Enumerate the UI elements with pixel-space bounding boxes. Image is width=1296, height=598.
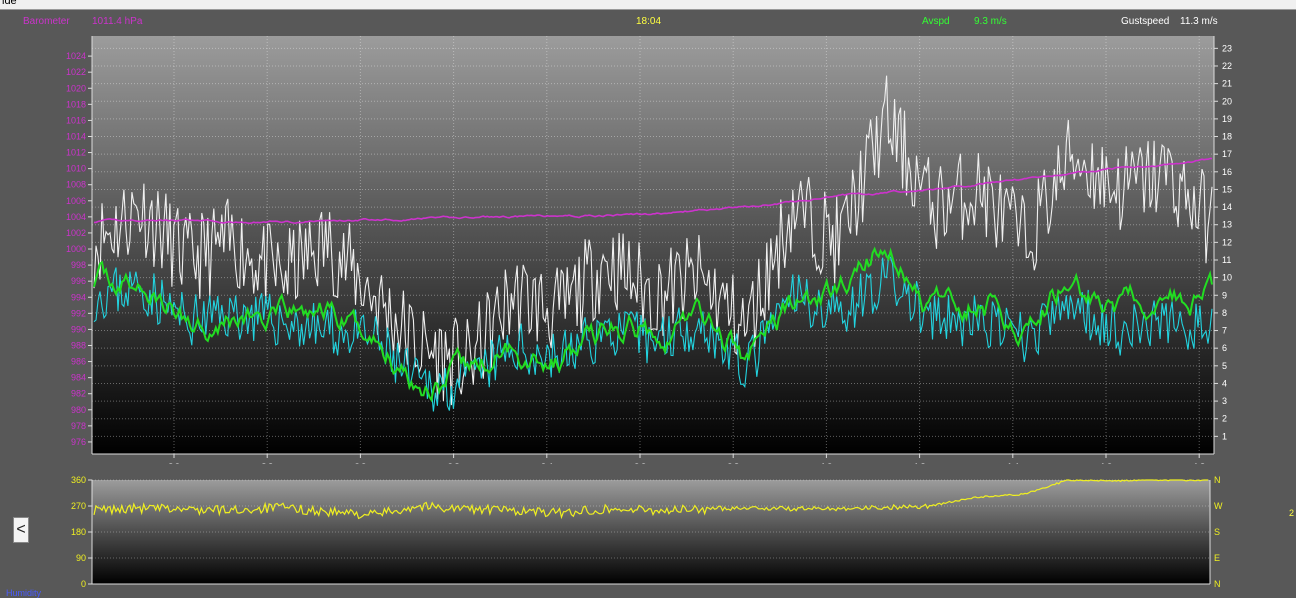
left-tick-label: 994 — [71, 292, 86, 302]
left-tick-label: 982 — [71, 389, 86, 399]
right-tick-label: 16 — [1222, 167, 1232, 177]
right-tick-label: 8 — [1222, 308, 1227, 318]
left-tick-label: 976 — [71, 437, 86, 447]
time-readout: 18:04 — [636, 16, 662, 27]
right-tick-label: 3 — [1222, 396, 1227, 406]
direction-plot-area — [92, 480, 1210, 584]
right-tick-label: 19 — [1222, 114, 1232, 124]
barometer-value: 1011.4 hPa — [92, 16, 143, 27]
wind-lull-series-line — [93, 254, 1213, 412]
left-tick-label: 1006 — [66, 196, 86, 206]
left-tick-label: 1014 — [66, 131, 86, 141]
x-tick-label: 12 — [913, 461, 927, 464]
right-tick-label: 15 — [1222, 184, 1232, 194]
right-tick-label: 6 — [1222, 343, 1227, 353]
right-tick-label: 23 — [1222, 43, 1232, 53]
left-tick-label: 978 — [71, 421, 86, 431]
compass-label: S — [1214, 527, 1220, 537]
right-tick-label: 10 — [1222, 273, 1232, 283]
right-tick-label: 2 — [1222, 414, 1227, 424]
right-edge-label: 2 — [1289, 508, 1295, 518]
left-tick-label: 992 — [71, 308, 86, 318]
gustspeed-value: 11.3 m/s — [1180, 16, 1218, 27]
left-tick-label: 1022 — [66, 67, 86, 77]
right-tick-label: 9 — [1222, 290, 1227, 300]
right-tick-label: 7 — [1222, 326, 1227, 336]
left-tick-label: 1024 — [66, 51, 86, 61]
direction-tick-label: 360 — [71, 475, 86, 485]
direction-series-line — [93, 479, 1208, 520]
compass-label: N — [1214, 475, 1221, 485]
x-tick-label: 22 — [261, 461, 275, 464]
x-tick-label: 08 — [727, 461, 741, 464]
left-tick-label: 1012 — [66, 148, 86, 158]
compass-label: W — [1214, 501, 1223, 511]
window-title-strip: ide — [0, 0, 1296, 10]
left-tick-label: 980 — [71, 405, 86, 415]
gust-series-line — [93, 75, 1213, 406]
barometer-label: Barometer — [23, 16, 70, 27]
direction-tick-label: 180 — [71, 527, 86, 537]
x-tick-label: 14 — [1006, 461, 1020, 464]
compass-label: E — [1214, 553, 1220, 563]
x-tick-label: 18 — [1193, 461, 1207, 464]
left-tick-label: 1000 — [66, 244, 86, 254]
left-tick-label: 988 — [71, 340, 86, 350]
right-tick-label: 21 — [1222, 79, 1232, 89]
left-tick-label: 984 — [71, 373, 86, 383]
x-tick-label: 04 — [540, 461, 554, 464]
x-tick-label: 16 — [1099, 461, 1113, 464]
left-tick-label: 1002 — [66, 228, 86, 238]
gustspeed-label: Gustspeed — [1121, 16, 1170, 27]
x-tick-label: 00 — [354, 461, 368, 464]
left-tick-label: 996 — [71, 276, 86, 286]
back-button[interactable]: < — [13, 517, 29, 543]
left-tick-label: 1008 — [66, 180, 86, 190]
right-tick-label: 12 — [1222, 237, 1232, 247]
left-tick-label: 990 — [71, 324, 86, 334]
avspd-label: Avspd — [922, 16, 950, 27]
main-plot-area — [92, 36, 1214, 454]
x-tick-label: 02 — [447, 461, 461, 464]
avspd-value: 9.3 m/s — [974, 16, 1007, 27]
right-tick-label: 1 — [1222, 431, 1227, 441]
chevron-left-icon: < — [16, 521, 26, 538]
left-tick-label: 998 — [71, 260, 86, 270]
right-tick-label: 5 — [1222, 361, 1227, 371]
right-tick-label: 14 — [1222, 202, 1232, 212]
barometer-series-line — [94, 157, 1212, 225]
right-tick-label: 4 — [1222, 378, 1227, 388]
x-tick-label: 20 — [167, 461, 181, 464]
left-tick-label: 1004 — [66, 212, 86, 222]
right-tick-label: 11 — [1222, 255, 1231, 265]
right-tick-label: 18 — [1222, 132, 1232, 142]
direction-tick-label: 0 — [81, 579, 86, 589]
right-tick-label: 20 — [1222, 96, 1232, 106]
x-tick-label: 06 — [633, 461, 647, 464]
left-tick-label: 1018 — [66, 99, 86, 109]
avspd-series-line — [93, 246, 1213, 403]
x-tick-label: 10 — [820, 461, 834, 464]
humidity-label: Humidity — [6, 588, 42, 598]
direction-tick-label: 270 — [71, 501, 86, 511]
right-tick-label: 17 — [1222, 149, 1232, 159]
left-tick-label: 986 — [71, 357, 86, 367]
left-tick-label: 1020 — [66, 83, 86, 93]
compass-label: N — [1214, 579, 1221, 589]
left-tick-label: 1016 — [66, 115, 86, 125]
wind-direction-chart: 0 90 180 270 360 N W S E N — [71, 475, 1223, 589]
direction-tick-label: 90 — [76, 553, 86, 563]
window-title-fragment: ide — [2, 0, 17, 7]
wind-barometer-chart: 9769789809829849869889909929949969981000… — [66, 36, 1232, 464]
right-tick-label: 13 — [1222, 220, 1232, 230]
right-tick-label: 22 — [1222, 61, 1232, 71]
left-tick-label: 1010 — [66, 164, 86, 174]
